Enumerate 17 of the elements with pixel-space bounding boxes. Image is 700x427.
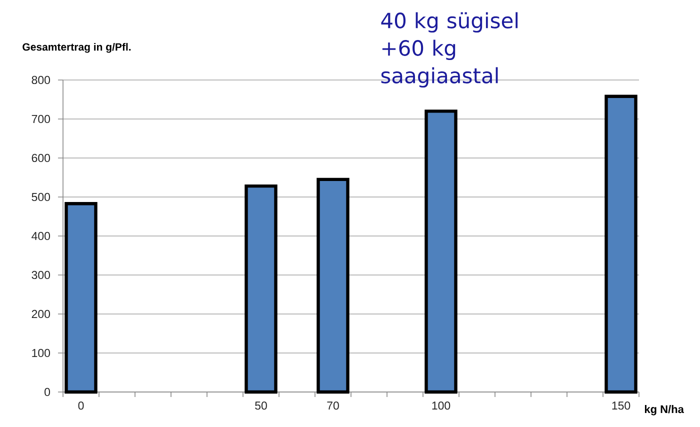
x-tick-label: 50 (255, 402, 267, 410)
y-tick-label: 200 (32, 310, 50, 318)
x-tick-label: 70 (327, 402, 339, 410)
x-axis-title: kg N/ha (644, 405, 684, 416)
y-tick-label: 600 (32, 154, 50, 162)
y-tick-label: 400 (32, 232, 50, 240)
y-tick-label: 100 (32, 348, 50, 358)
y-tick-label: 500 (32, 192, 50, 202)
annotation: 40 kg sügisel +60 kg saagiaastal (381, 12, 518, 88)
y-tick-label: 0 (44, 388, 50, 396)
y-tick-label: 300 (32, 270, 50, 280)
y-tick-label: 700 (32, 114, 50, 124)
x-tick-label: 100 (432, 402, 450, 410)
x-tick-label: 150 (612, 402, 630, 410)
x-tick-label: 0 (78, 402, 84, 410)
y-tick-label: 800 (32, 76, 50, 84)
y-axis-title: Gesamtertrag in g/Pfl. (22, 42, 131, 53)
